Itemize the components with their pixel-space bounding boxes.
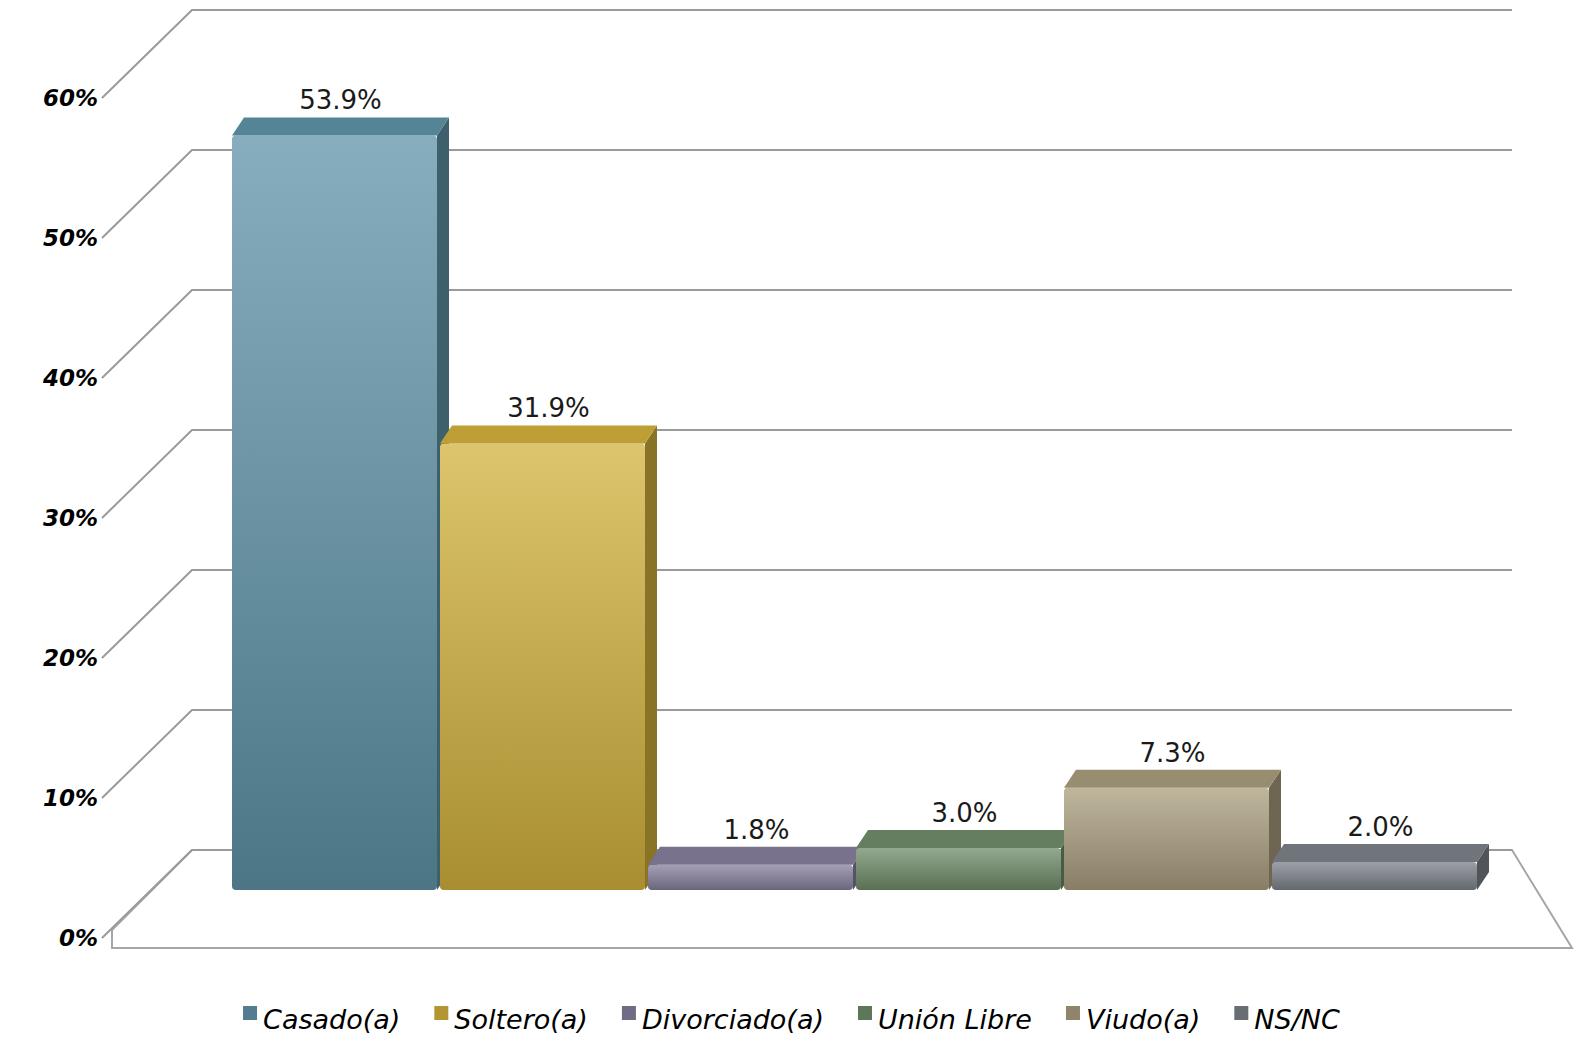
- bar-top: [648, 847, 865, 865]
- data-label: 7.3%: [1139, 738, 1205, 768]
- tick-label: 60%: [43, 85, 98, 111]
- legend-label: Soltero(a): [454, 1004, 588, 1035]
- bar: [856, 848, 1061, 890]
- legend-label: Casado(a): [263, 1004, 400, 1035]
- bar-top: [440, 425, 657, 443]
- tick-label: 10%: [43, 785, 98, 811]
- legend-label: Viudo(a): [1086, 1004, 1200, 1035]
- legend-label: NS/NC: [1254, 1004, 1340, 1035]
- bar: [232, 135, 437, 890]
- chart: 0% 10% 20% 30% 40% 50% 60% 53.9% 31.9% 1.8% 3.0% 7.…: [0, 0, 1583, 1048]
- bar: [1064, 788, 1269, 890]
- bar-top: [856, 830, 1073, 848]
- data-label: 3.0%: [931, 798, 997, 828]
- bar: [1272, 862, 1477, 890]
- bar-top: [1064, 770, 1281, 788]
- tick-label: 0%: [59, 925, 98, 951]
- legend-swatch: [243, 1006, 257, 1020]
- bar: [440, 443, 645, 890]
- bars: [232, 117, 1489, 890]
- bar-side: [645, 425, 657, 890]
- tick-label: 40%: [42, 365, 98, 391]
- legend-swatch: [1234, 1006, 1248, 1020]
- tick-label: 30%: [43, 505, 98, 531]
- data-labels: 53.9% 31.9% 1.8% 3.0% 7.3% 2.0%: [299, 85, 1413, 844]
- legend-swatch: [1066, 1006, 1080, 1020]
- data-label: 31.9%: [507, 393, 590, 423]
- bar-top: [232, 117, 449, 135]
- y-axis: 0% 10% 20% 30% 40% 50% 60%: [42, 10, 1512, 951]
- legend-label: Unión Libre: [878, 1004, 1032, 1035]
- data-label: 2.0%: [1347, 812, 1413, 842]
- bar: [648, 865, 853, 890]
- legend-swatch: [858, 1006, 872, 1020]
- tick-label: 20%: [43, 645, 98, 671]
- legend-swatch: [434, 1006, 448, 1020]
- bar-top: [1272, 844, 1489, 862]
- data-label: 53.9%: [299, 85, 382, 115]
- legend-swatch: [622, 1006, 636, 1020]
- data-label: 1.8%: [723, 815, 789, 845]
- tick-label: 50%: [43, 225, 98, 251]
- legend-label: Divorciado(a): [642, 1004, 824, 1035]
- legend: Casado(a) Soltero(a) Divorciado(a) Unión Li…: [243, 1004, 1340, 1035]
